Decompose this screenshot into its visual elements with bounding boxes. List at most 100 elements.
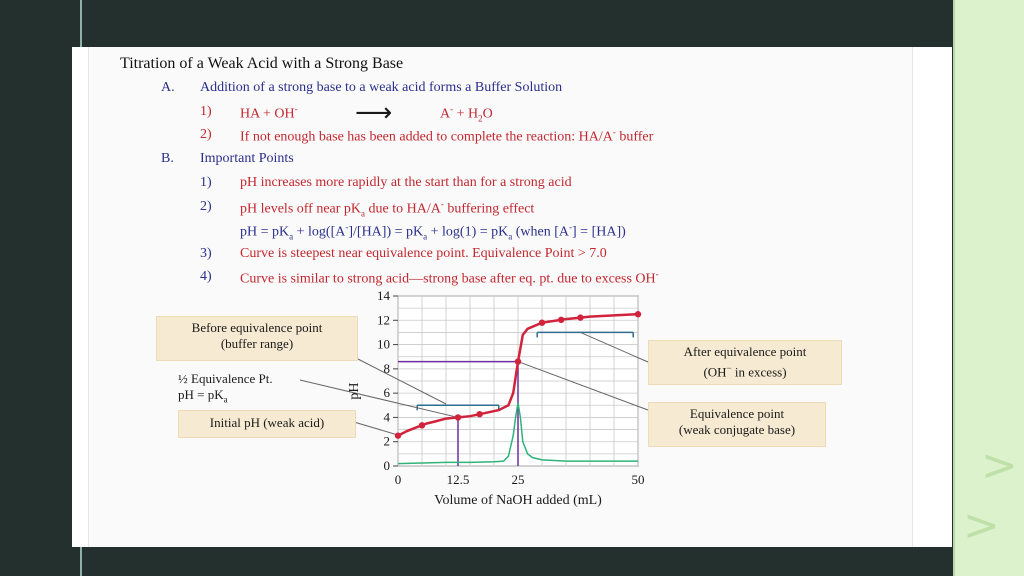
x-tick-label: 50 (632, 472, 645, 487)
charge-sup: - (450, 104, 454, 114)
a-item2-text: If not enough base has been added to com… (240, 127, 653, 146)
guide-lines (299, 331, 649, 466)
x-tick-label: 25 (512, 472, 525, 487)
charge-sup: - (345, 222, 349, 232)
a-item1-products: A- + H2O (440, 104, 493, 123)
reaction-arrow: ⟶ (355, 98, 393, 128)
data-point (476, 410, 483, 418)
b-item4-number: 4) (200, 269, 212, 284)
callout-text: pH = pK (178, 387, 224, 402)
y-axis-label: pH (347, 382, 362, 399)
leader-line-after-eq (580, 331, 649, 363)
item-text: Curve is similar to strong acid—strong b… (240, 271, 656, 287)
item-text: pH levels off near pK (240, 201, 362, 217)
data-point (454, 414, 462, 421)
b-item4-text: Curve is similar to strong acid—strong b… (240, 269, 659, 288)
eq-part: ] = [HA]) (572, 224, 626, 240)
leader-line-half-eq (299, 379, 459, 418)
callout-text: (buffer range) (220, 336, 294, 351)
series-line-2 (397, 402, 638, 465)
product-a: A (440, 106, 451, 122)
subscript: a (508, 231, 513, 242)
callout-text: ½ Equivalence Pt. (178, 371, 273, 386)
b-item3-text: Curve is steepest near equivalence point… (240, 246, 607, 261)
y-tick-label: 10 (377, 337, 390, 352)
b-item3-number: 3) (200, 246, 212, 261)
ticks-group: 0 2 4 6 8 10 12 14 0 12.5 25 50 (377, 288, 645, 487)
charge-sup: - (612, 127, 616, 137)
charge-sup: - (569, 222, 573, 232)
item-text: buffering effect (443, 201, 535, 217)
charge-sup: - (655, 269, 659, 279)
b-item1-number: 1) (200, 175, 212, 190)
a-item1-number: 1) (200, 104, 212, 119)
markers-group (394, 311, 642, 439)
pka-equation: pH = pKa + log([A-]/[HA]) = pKa + log(1)… (240, 222, 626, 241)
eq-part: pH = pK (240, 224, 290, 240)
leader-line-before-eq (355, 357, 447, 405)
product-water: + H (453, 106, 479, 122)
x-tick-label: 0 (395, 472, 402, 487)
charge-sup: - (440, 199, 444, 209)
callout-text: Initial pH (weak acid) (209, 415, 325, 430)
item-tail: buffer (615, 129, 654, 145)
chevron-right-icon: > (981, 440, 1018, 491)
y-tick-label: 8 (384, 361, 391, 376)
a-item1-equation: HA + OH- (240, 104, 298, 123)
section-b-heading: Important Points (200, 151, 294, 166)
eq-part: + log([A (293, 224, 346, 240)
callout-after-equivalence: After equivalence point (OH− in excess) (648, 340, 842, 385)
section-a-marker: A. (161, 80, 175, 95)
item-text: due to HA/A (365, 201, 441, 217)
charge-sup: - (294, 104, 298, 114)
b-item1-text: pH increases more rapidly at the start t… (240, 175, 572, 190)
a-item2-number: 2) (200, 127, 212, 142)
subscript: a (223, 394, 228, 405)
y-tick-label: 2 (384, 434, 391, 449)
data-point (514, 358, 522, 365)
data-point (418, 422, 426, 429)
reactants: HA + OH (240, 106, 295, 122)
data-point (634, 311, 642, 318)
data-point (558, 316, 565, 323)
item-text: If not enough base has been added to com… (240, 129, 613, 145)
page-title: Titration of a Weak Acid with a Strong B… (120, 55, 404, 72)
product-water-end: O (482, 106, 493, 122)
b-item2-text: pH levels off near pKa due to HA/A- buff… (240, 199, 534, 218)
data-point (577, 314, 584, 321)
section-a-heading: Addition of a strong base to a weak acid… (200, 80, 563, 95)
callout-before-equivalence: Before equivalence point (buffer range) (156, 316, 358, 361)
eq-part: (when [A (512, 224, 570, 240)
callout-text: Equivalence point (689, 406, 785, 421)
eq-part: + log(1) = pK (427, 224, 509, 240)
subscript: 2 (478, 113, 483, 124)
subscript: a (361, 208, 366, 219)
x-tick-label: 12.5 (447, 472, 470, 487)
right-accent-line (953, 0, 955, 576)
callout-text: in excess) (731, 364, 787, 380)
callout-equivalence-point: Equivalence point (weak conjugate base) (648, 402, 826, 447)
chevron-right-icon: > (963, 500, 1000, 551)
subscript: a (289, 231, 294, 242)
y-tick-label: 12 (377, 312, 390, 327)
section-b-marker: B. (161, 151, 174, 166)
half-equivalence-label: ½ Equivalence Pt. pH = pKa (178, 371, 273, 408)
callout-text: Before equivalence point (191, 320, 323, 335)
y-tick-label: 6 (384, 385, 391, 400)
right-decor-panel: > > (955, 0, 1024, 576)
x-axis-label: Volume of NaOH added (mL) (434, 493, 602, 508)
y-tick-label: 4 (384, 409, 391, 424)
subscript: a (423, 231, 428, 242)
leader-line-initial-ph (353, 421, 401, 437)
y-tick-label: 0 (384, 458, 391, 473)
callout-text: (OH (703, 364, 727, 380)
y-tick-label: 14 (377, 288, 391, 303)
data-point (538, 319, 546, 326)
data-point (394, 432, 402, 439)
callout-text: (weak conjugate base) (678, 422, 796, 437)
eq-part: ]/[HA]) = pK (348, 224, 424, 240)
charge-sup: − (726, 363, 732, 373)
callout-initial-ph: Initial pH (weak acid) (178, 410, 356, 438)
